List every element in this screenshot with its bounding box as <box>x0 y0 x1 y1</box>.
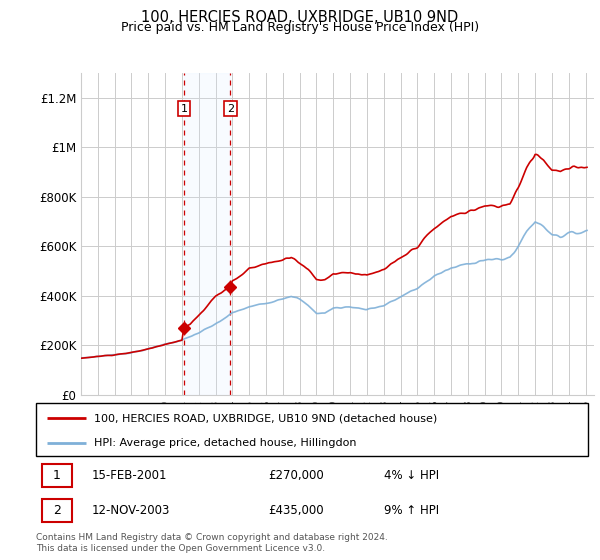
FancyBboxPatch shape <box>36 403 588 456</box>
Text: Contains HM Land Registry data © Crown copyright and database right 2024.
This d: Contains HM Land Registry data © Crown c… <box>36 533 388 553</box>
Text: 2: 2 <box>227 104 234 114</box>
Text: 4% ↓ HPI: 4% ↓ HPI <box>384 469 439 482</box>
Text: Price paid vs. HM Land Registry's House Price Index (HPI): Price paid vs. HM Land Registry's House … <box>121 21 479 34</box>
Text: 15-FEB-2001: 15-FEB-2001 <box>91 469 167 482</box>
Text: £270,000: £270,000 <box>268 469 323 482</box>
FancyBboxPatch shape <box>41 464 72 487</box>
Text: HPI: Average price, detached house, Hillingdon: HPI: Average price, detached house, Hill… <box>94 438 356 448</box>
Text: £435,000: £435,000 <box>268 504 323 517</box>
Text: 1: 1 <box>181 104 187 114</box>
Text: 2: 2 <box>53 504 61 517</box>
Text: 9% ↑ HPI: 9% ↑ HPI <box>384 504 439 517</box>
Bar <box>184 73 230 395</box>
Text: 1: 1 <box>53 469 61 482</box>
Text: 100, HERCIES ROAD, UXBRIDGE, UB10 9ND: 100, HERCIES ROAD, UXBRIDGE, UB10 9ND <box>142 10 458 25</box>
Text: 12-NOV-2003: 12-NOV-2003 <box>91 504 170 517</box>
Text: 100, HERCIES ROAD, UXBRIDGE, UB10 9ND (detached house): 100, HERCIES ROAD, UXBRIDGE, UB10 9ND (d… <box>94 413 437 423</box>
FancyBboxPatch shape <box>41 499 72 521</box>
